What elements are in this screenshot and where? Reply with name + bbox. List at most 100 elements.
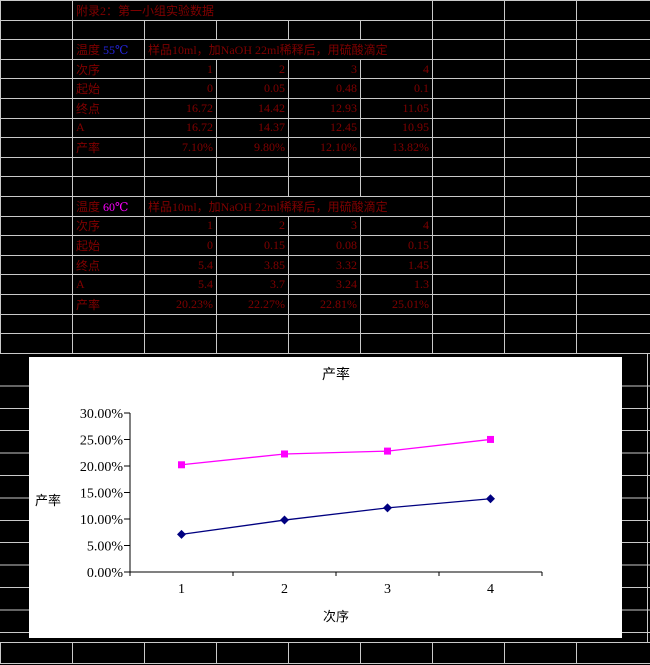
empty-cell[interactable]	[0, 19, 73, 41]
procedure-cell-55[interactable]: 样品10ml，加NaOH 22ml稀释后，用硫酸滴定	[143, 39, 434, 60]
empty-cell[interactable]	[0, 333, 73, 354]
empty-cell[interactable]	[504, 58, 578, 80]
row-label[interactable]: A	[72, 274, 145, 295]
empty-cell[interactable]	[504, 117, 578, 139]
empty-cell[interactable]	[504, 254, 578, 276]
empty-cell[interactable]	[0, 0, 73, 21]
empty-cell[interactable]	[0, 137, 73, 158]
cell-value[interactable]: 2	[216, 58, 289, 80]
empty-cell[interactable]	[432, 313, 506, 335]
empty-cell[interactable]	[504, 333, 578, 354]
empty-cell[interactable]	[359, 176, 434, 197]
cell-value[interactable]: 1	[144, 58, 217, 80]
empty-cell[interactable]	[504, 176, 578, 197]
empty-cell[interactable]	[0, 215, 73, 237]
empty-cell[interactable]	[504, 235, 578, 256]
empty-cell[interactable]	[0, 293, 73, 315]
cell-value[interactable]: 5.4	[144, 254, 217, 276]
empty-cell[interactable]	[0, 642, 73, 664]
yield-chart[interactable]: 产率 0.00% 5.00% 10.00% 15.00% 20.00% 25.00% 30.0…	[29, 357, 622, 638]
empty-cell[interactable]	[144, 176, 217, 197]
procedure-cell-60[interactable]: 样品10ml，加NaOH 22ml稀释后，用硫酸滴定	[143, 195, 434, 217]
empty-cell[interactable]	[288, 313, 361, 335]
empty-cell[interactable]	[432, 333, 506, 354]
empty-cell[interactable]	[144, 19, 217, 41]
empty-cell[interactable]	[72, 176, 145, 197]
empty-cell[interactable]	[504, 39, 578, 60]
empty-cell[interactable]	[0, 156, 73, 178]
cell-value[interactable]: 14.37	[216, 117, 289, 139]
cell-value[interactable]: 3.24	[288, 274, 361, 295]
cell-value[interactable]: 12.10%	[288, 137, 361, 158]
cell-value[interactable]: 16.72	[144, 117, 217, 139]
empty-cell[interactable]	[359, 313, 434, 335]
cell-value[interactable]: 1.3	[359, 274, 434, 295]
empty-cell[interactable]	[144, 333, 217, 354]
row-label[interactable]: 终点	[72, 97, 145, 119]
empty-cell[interactable]	[576, 117, 650, 139]
row-label[interactable]: A	[72, 117, 145, 139]
cell-value[interactable]: 3.32	[288, 254, 361, 276]
empty-cell[interactable]	[359, 156, 434, 178]
empty-cell[interactable]	[432, 293, 506, 315]
cell-value[interactable]: 2	[216, 215, 289, 237]
empty-cell[interactable]	[216, 642, 289, 664]
empty-cell[interactable]	[576, 195, 650, 217]
empty-cell[interactable]	[288, 333, 361, 354]
empty-cell[interactable]	[576, 97, 650, 119]
empty-cell[interactable]	[0, 235, 73, 256]
cell-value[interactable]: 3	[288, 215, 361, 237]
cell-value[interactable]: 22.27%	[216, 293, 289, 315]
cell-value[interactable]: 7.10%	[144, 137, 217, 158]
empty-cell[interactable]	[216, 313, 289, 335]
cell-value[interactable]: 4	[359, 58, 434, 80]
empty-cell[interactable]	[576, 156, 650, 178]
cell-value[interactable]: 0	[144, 78, 217, 99]
cell-value[interactable]: 10.95	[359, 117, 434, 139]
empty-cell[interactable]	[288, 176, 361, 197]
empty-cell[interactable]	[359, 333, 434, 354]
temp-cell-55[interactable]: 温度 55℃	[72, 39, 145, 60]
empty-cell[interactable]	[576, 333, 650, 354]
empty-cell[interactable]	[432, 176, 506, 197]
empty-cell[interactable]	[504, 137, 578, 158]
empty-cell[interactable]	[432, 97, 506, 119]
empty-cell[interactable]	[504, 274, 578, 295]
empty-cell[interactable]	[576, 313, 650, 335]
empty-cell[interactable]	[0, 58, 73, 80]
empty-cell[interactable]	[432, 39, 506, 60]
cell-value[interactable]: 0.15	[216, 235, 289, 256]
cell-value[interactable]: 25.01%	[359, 293, 434, 315]
empty-cell[interactable]	[576, 254, 650, 276]
cell-value[interactable]: 1.45	[359, 254, 434, 276]
empty-cell[interactable]	[432, 156, 506, 178]
empty-cell[interactable]	[359, 19, 434, 41]
cell-value[interactable]: 14.42	[216, 97, 289, 119]
cell-value[interactable]: 3.7	[216, 274, 289, 295]
empty-cell[interactable]	[0, 97, 73, 119]
empty-cell[interactable]	[0, 274, 73, 295]
empty-cell[interactable]	[432, 137, 506, 158]
cell-value[interactable]: 12.45	[288, 117, 361, 139]
cell-value[interactable]: 0.48	[288, 78, 361, 99]
empty-cell[interactable]	[576, 19, 650, 41]
row-label[interactable]: 次序	[72, 215, 145, 237]
empty-cell[interactable]	[576, 235, 650, 256]
cell-value[interactable]: 0	[144, 235, 217, 256]
empty-cell[interactable]	[72, 156, 145, 178]
empty-cell[interactable]	[432, 19, 506, 41]
cell-value[interactable]: 12.93	[288, 97, 361, 119]
empty-cell[interactable]	[288, 19, 361, 41]
empty-cell[interactable]	[576, 215, 650, 237]
empty-cell[interactable]	[504, 0, 578, 21]
empty-cell[interactable]	[360, 642, 433, 664]
empty-cell[interactable]	[72, 333, 145, 354]
empty-cell[interactable]	[504, 293, 578, 315]
empty-cell[interactable]	[0, 117, 73, 139]
cell-value[interactable]: 3	[288, 58, 361, 80]
empty-cell[interactable]	[432, 254, 506, 276]
empty-cell[interactable]	[144, 642, 217, 664]
empty-cell[interactable]	[576, 293, 650, 315]
empty-cell[interactable]	[288, 642, 361, 664]
row-label[interactable]: 产率	[72, 137, 145, 158]
